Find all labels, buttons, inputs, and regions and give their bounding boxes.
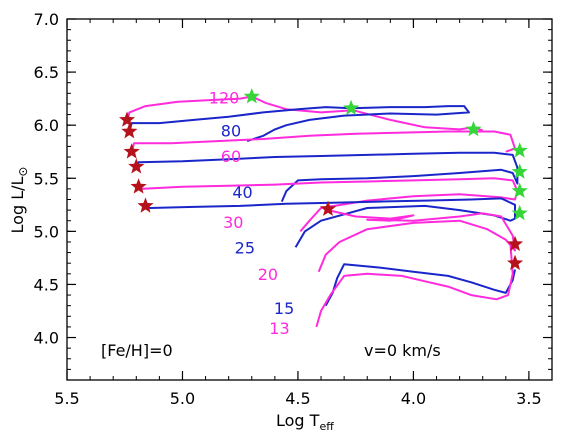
red-star-marker bbox=[319, 200, 337, 216]
track-15-msun bbox=[324, 263, 516, 307]
y-tick-label: 6.5 bbox=[34, 63, 59, 82]
green-star-marker bbox=[511, 142, 528, 158]
y-tick-label: 5.5 bbox=[34, 169, 59, 188]
track-120-msun bbox=[126, 95, 484, 132]
red-star-marker bbox=[137, 197, 154, 213]
mass-label-13: 13 bbox=[269, 319, 289, 338]
y-tick-label: 7.0 bbox=[34, 10, 59, 29]
y-axis-label: Log L/L⊙ bbox=[8, 167, 30, 234]
green-star-marker bbox=[511, 182, 528, 198]
track-60-msun bbox=[130, 130, 516, 153]
track-25-msun bbox=[145, 197, 516, 248]
x-tick-label: 5.5 bbox=[54, 389, 79, 408]
red-star-marker bbox=[130, 178, 147, 194]
green-star-marker bbox=[511, 163, 528, 179]
tracks bbox=[126, 95, 519, 328]
mass-label-120: 120 bbox=[209, 89, 240, 108]
mass-label-30: 30 bbox=[223, 213, 243, 232]
x-axis-label-subscript: eff bbox=[319, 420, 334, 433]
green-star-marker bbox=[511, 204, 528, 221]
x-tick-label: 5.0 bbox=[170, 389, 195, 408]
x-tick-label: 4.0 bbox=[401, 389, 426, 408]
mass-label-20: 20 bbox=[258, 265, 278, 284]
x-axis-label: Log Teff bbox=[276, 411, 334, 433]
red-star-marker bbox=[128, 158, 145, 174]
track-13-msun bbox=[315, 244, 514, 328]
red-star-marker bbox=[121, 123, 138, 139]
red-star-marker bbox=[119, 111, 136, 127]
x-axis-label-main: Log T bbox=[276, 411, 320, 430]
x-tick-label: 3.5 bbox=[516, 389, 541, 408]
mass-label-15: 15 bbox=[274, 299, 294, 318]
red-star-marker bbox=[507, 235, 524, 251]
track-20-msun bbox=[317, 209, 516, 273]
stars bbox=[119, 88, 528, 271]
y-tick-label: 4.0 bbox=[34, 329, 59, 348]
mass-label-25: 25 bbox=[235, 238, 255, 257]
y-axis-label-symbol: ⊙ bbox=[16, 167, 30, 177]
y-tick-label: 5.0 bbox=[34, 222, 59, 241]
y-tick-label: 6.0 bbox=[34, 116, 59, 135]
y-axis-label-main: Log L/L bbox=[8, 177, 27, 234]
mass-label-40: 40 bbox=[232, 183, 252, 202]
mass-label-60: 60 bbox=[221, 147, 241, 166]
red-star-marker bbox=[507, 254, 524, 271]
green-star-marker bbox=[465, 120, 482, 137]
axis-ticks: 5.5 5.0 4.5 4.0 3.5 7.0 6.5 6.0 5.5 5.0 4.5 4.0 bbox=[34, 10, 553, 408]
track-30-msun bbox=[137, 177, 519, 233]
track-40-msun bbox=[135, 151, 519, 202]
track-80-msun bbox=[128, 105, 470, 143]
metallicity-annotation: [Fe/H]=0 bbox=[101, 341, 173, 360]
green-star-marker bbox=[243, 88, 260, 104]
y-tick-label: 4.5 bbox=[34, 275, 59, 294]
x-tick-label: 4.5 bbox=[285, 389, 310, 408]
green-star-marker bbox=[343, 99, 360, 116]
red-star-marker bbox=[123, 143, 140, 159]
mass-label-80: 80 bbox=[221, 121, 241, 140]
rotation-annotation: v=0 km/s bbox=[364, 341, 441, 360]
